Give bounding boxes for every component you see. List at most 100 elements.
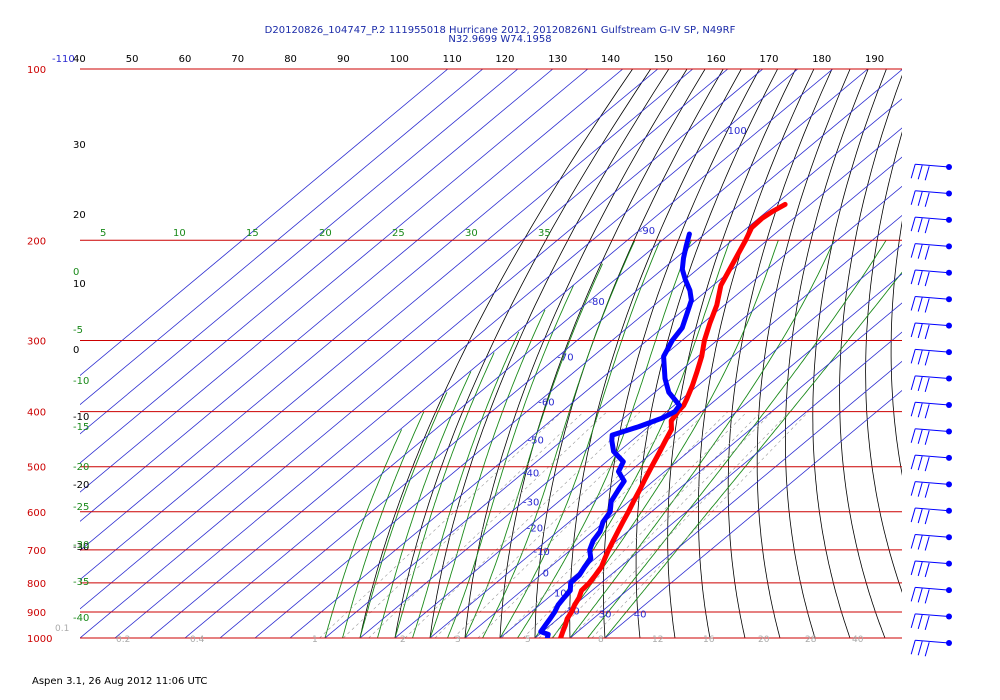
isotherm-label: -30	[523, 498, 539, 509]
wind-barb-flag	[910, 190, 916, 205]
wind-barb-flag	[924, 562, 930, 578]
top-scale-label: 80	[284, 54, 297, 65]
mixing-ratio-line	[591, 411, 809, 638]
theta-w-label: -25	[73, 502, 89, 513]
isotherm-line	[254, 98, 902, 638]
isotherm-line	[604, 389, 902, 638]
wind-barb-staff	[915, 375, 950, 380]
pressure-tick-label: 900	[27, 608, 46, 619]
dry-adiabat-line	[698, 69, 815, 638]
dry-adiabat-label: 10	[73, 279, 86, 290]
pressure-tick-label: 100	[27, 65, 46, 76]
wind-barb-staff	[915, 216, 950, 221]
wind-barb-flag	[910, 402, 916, 417]
dry-adiabats	[359, 69, 1000, 638]
wind-barb-flag	[924, 589, 930, 604]
wind-barb-staff	[915, 322, 950, 327]
dry-adiabat-label: -10	[73, 412, 89, 423]
isotherm-line	[149, 69, 834, 638]
wind-barb-flag	[924, 245, 930, 260]
wind-barb-staff	[915, 243, 950, 247]
wind-barb-flag	[924, 457, 930, 472]
wind-barb-flag	[910, 534, 916, 549]
wind-barb-flag	[910, 375, 916, 390]
wind-barb-flag	[910, 243, 916, 258]
dry-adiabat-line	[464, 69, 688, 638]
wind-barb-flag	[917, 244, 923, 259]
dry-adiabat-line	[987, 69, 1000, 638]
dry-adiabat-line	[916, 69, 990, 638]
mixing-ratio-label: 8	[598, 635, 604, 645]
isotherms	[80, 69, 902, 638]
dry-adiabat-line	[964, 69, 1000, 638]
wind-barb-staff	[915, 190, 950, 194]
wind-barb-staff	[915, 401, 950, 406]
wind-barb-flag	[924, 298, 930, 313]
mixing-ratio-line	[477, 411, 707, 638]
isotherm-label: -10	[533, 547, 549, 558]
top-scale-label: 180	[812, 54, 831, 65]
moist-adiabat-line	[377, 371, 472, 638]
wind-barb-flag	[917, 614, 923, 629]
top-scale-label: 70	[231, 54, 244, 65]
wind-barb-flag	[917, 270, 923, 286]
wind-barb-staff	[915, 586, 950, 591]
wind-barb-staff	[915, 507, 950, 512]
pressure-tick-label: 600	[27, 508, 46, 519]
isotherm-label: -90	[639, 226, 655, 237]
top-scale-label: 100	[390, 54, 409, 65]
wind-barb-flag	[924, 483, 930, 498]
moist-adiabat-line	[429, 309, 546, 638]
wind-barb-flag	[917, 456, 923, 471]
wind-barb-flag	[917, 535, 923, 550]
dry-adiabat-line	[569, 69, 742, 638]
wind-barb-flag	[917, 561, 923, 577]
moist-adiabat-label: 15	[246, 228, 259, 239]
wind-barb-flag	[910, 481, 916, 496]
wind-barb-flag	[910, 613, 916, 628]
wind-barb-flag	[910, 455, 916, 470]
wind-barb-staff	[915, 560, 950, 565]
wind-barb-staff	[915, 481, 950, 485]
wind-barb-flag	[917, 508, 923, 524]
wind-barb-flag	[910, 217, 916, 232]
isotherm-line	[394, 214, 902, 638]
dry-adiabat-label: -30	[73, 542, 89, 553]
isotherm-label: -40	[523, 468, 539, 479]
isotherm-line	[80, 69, 729, 610]
wind-barb-flag	[910, 640, 916, 655]
wind-barb-flag	[917, 403, 923, 418]
top-scale-label: 150	[654, 54, 673, 65]
mixing-ratio-label: 0.4	[190, 635, 205, 645]
wind-barb-flag	[924, 219, 930, 234]
top-scale-label: 160	[707, 54, 726, 65]
dry-adiabat-line	[429, 69, 670, 638]
top-scale-label: 110	[443, 54, 462, 65]
moist-adiabat-line	[394, 352, 495, 638]
moist-adiabat-label: 5	[100, 228, 106, 239]
mixing-ratio-line	[404, 411, 641, 638]
pressure-tick-label: 300	[27, 336, 46, 347]
isotherm-line	[114, 69, 799, 638]
top-scale-label: 170	[759, 54, 778, 65]
theta-w-label: 0	[73, 267, 79, 278]
wind-barb-flag	[917, 165, 923, 180]
dry-adiabat-line	[865, 131, 902, 593]
isotherm-label: 30	[599, 609, 612, 620]
dry-adiabat-label: 20	[73, 210, 86, 221]
wind-barb-staff	[915, 639, 950, 644]
moist-adiabat-label: 20	[319, 228, 332, 239]
wind-barb-staff	[915, 163, 950, 168]
mixing-ratio-label: 3	[455, 635, 461, 645]
wind-barb-flag	[924, 377, 930, 392]
dry-adiabat-label: -20	[73, 480, 89, 491]
pressure-tick-label: 200	[27, 236, 46, 247]
wind-barb-flag	[917, 297, 923, 312]
theta-w-label: -5	[73, 325, 83, 336]
dry-adiabat-line	[667, 69, 797, 638]
wind-barb-staff	[915, 296, 950, 300]
wind-barb-flag	[910, 507, 916, 523]
mixing-ratio-label: 40	[852, 635, 864, 645]
pressure-tick-label: 700	[27, 546, 46, 557]
mixing-ratio-line	[342, 411, 585, 638]
